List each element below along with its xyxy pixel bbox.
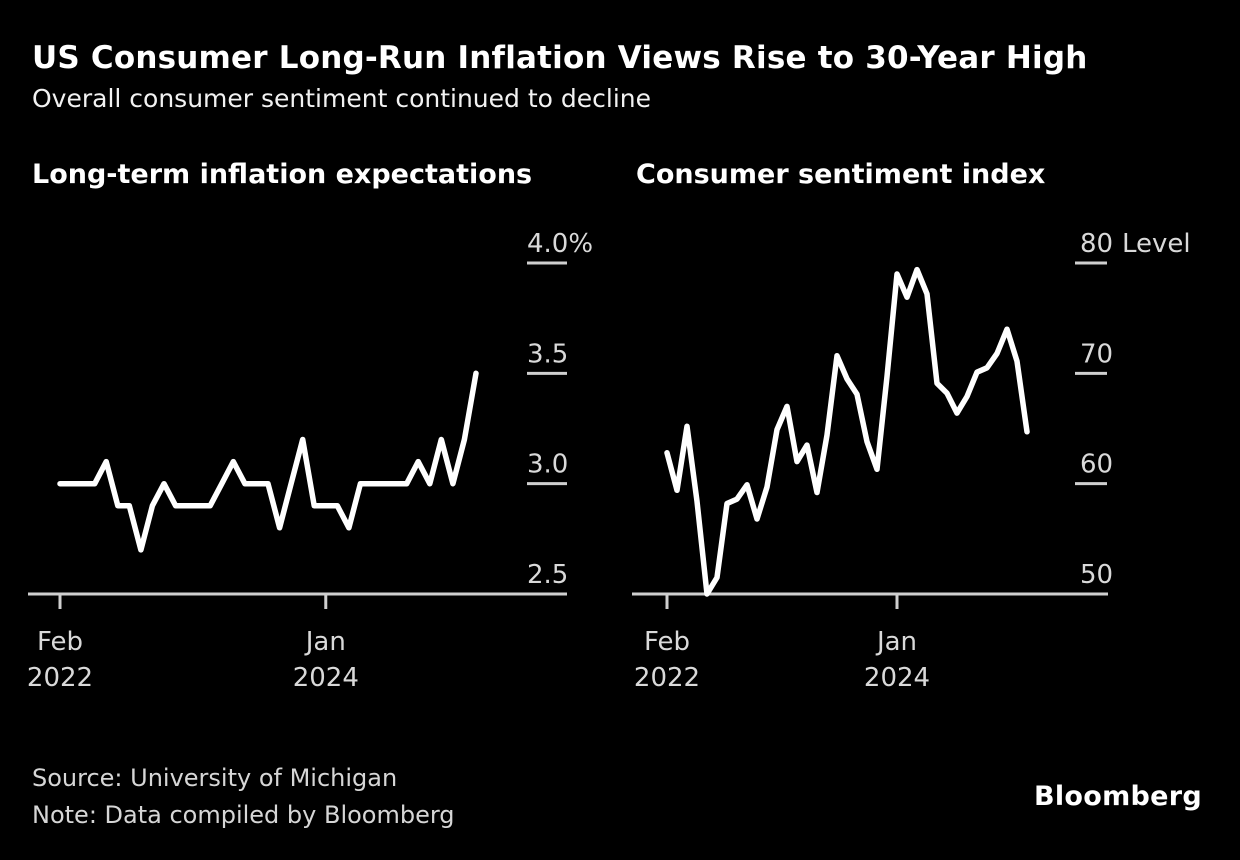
y-tick-label: 80 [1080,229,1113,259]
x-tick-label-month: Feb [37,627,83,657]
x-tick-label-year: 2022 [634,663,700,693]
consumer-sentiment-chart: 80 Level 70 60 50 Feb 2022 Jan 2024 [632,229,1191,693]
y-tick-label: 2.5 [527,560,568,590]
axis-unit-label: Level [1122,229,1191,259]
inflation-expectations-chart: 4.0% 3.5 3.0 2.5 Feb 2022 Jan 2024 [27,229,593,693]
panel-title-sentiment: Consumer sentiment index [636,159,1046,190]
bloomberg-logo: Bloomberg [1033,781,1202,812]
x-tick-label-year: 2022 [27,663,93,693]
footer: Source: University of Michigan Note: Dat… [32,760,455,834]
panel-title-inflation: Long-term inflation expectations [32,159,533,190]
x-tick-label-month: Jan [875,627,917,657]
y-tick-label: 3.5 [527,339,568,369]
y-tick-label: 50 [1080,560,1113,590]
series-line [57,370,479,553]
x-tick-label-year: 2024 [293,663,359,693]
source-text: Source: University of Michigan [32,764,398,792]
y-tick-label: 3.0 [527,450,568,480]
x-tick-label-month: Feb [644,627,690,657]
y-tick-label: 60 [1080,450,1113,480]
page-subtitle: Overall consumer sentiment continued to … [32,84,652,113]
note-text: Note: Data compiled by Bloomberg [32,801,455,829]
y-tick-label: 70 [1080,339,1113,369]
y-tick-label: 4.0% [527,229,593,259]
page-title: US Consumer Long-Run Inflation Views Ris… [32,40,1088,76]
series-line [664,266,1030,597]
x-tick-label-year: 2024 [864,663,930,693]
x-tick-label-month: Jan [304,627,346,657]
